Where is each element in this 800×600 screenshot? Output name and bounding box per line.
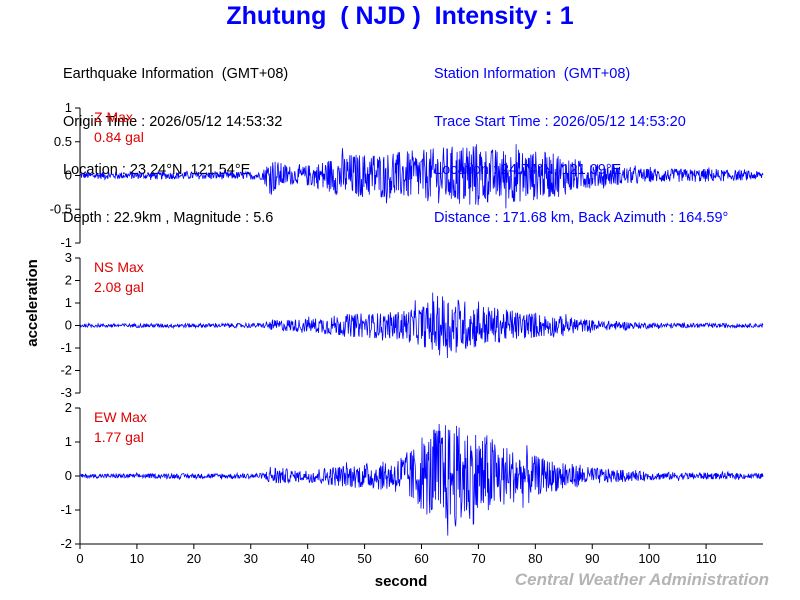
x-tick-label: 90 <box>585 551 599 566</box>
earthquake-info-heading: Earthquake Information (GMT+08) <box>63 66 289 82</box>
y-tick-label: 0 <box>65 468 72 483</box>
x-tick-label: 0 <box>76 551 83 566</box>
station-info-heading: Station Information (GMT+08) <box>434 66 631 82</box>
y-tick-label: 0 <box>65 168 72 183</box>
y-tick-label: 3 <box>65 250 72 265</box>
x-tick-label: 30 <box>244 551 258 566</box>
y-tick-label: 2 <box>65 273 72 288</box>
x-tick-label: 70 <box>471 551 485 566</box>
x-tick-label: 50 <box>357 551 371 566</box>
earthquake-location: Location : 23.24°N, 121.54°E <box>63 162 251 178</box>
x-tick-label: 10 <box>130 551 144 566</box>
x-tick-label: 40 <box>300 551 314 566</box>
waveform-ns <box>79 292 764 359</box>
y-tick-label: -2 <box>60 536 72 551</box>
y-tick-label: -0.5 <box>50 201 72 216</box>
y-tick-label: -1 <box>60 502 72 517</box>
waveform-z <box>79 144 764 209</box>
x-tick-label: 60 <box>414 551 428 566</box>
x-tick-label: 80 <box>528 551 542 566</box>
x-tick-label: 100 <box>638 551 660 566</box>
y-tick-label: 1 <box>65 100 72 115</box>
credit-text: Central Weather Administration <box>514 570 769 589</box>
y-tick-label: 0 <box>65 318 72 333</box>
x-tick-label: 20 <box>187 551 201 566</box>
max-value-ew: 1.77 gal <box>94 429 144 445</box>
y-tick-label: -1 <box>60 340 72 355</box>
y-tick-label: 0.5 <box>54 134 72 149</box>
max-label-z: Z Max <box>94 109 133 125</box>
waveform-ew <box>79 423 764 536</box>
y-tick-label: 2 <box>65 400 72 415</box>
y-axis-label: acceleration <box>24 259 41 347</box>
x-axis-label: second <box>375 573 428 590</box>
y-tick-label: -3 <box>60 385 72 400</box>
max-label-ns: NS Max <box>94 259 144 275</box>
earthquake-info: Earthquake Information (GMT+08) Origin T… <box>63 34 288 242</box>
page-title: Zhutung ( NJD ) Intensity : 1 <box>226 2 574 30</box>
y-tick-label: 1 <box>65 295 72 310</box>
y-tick-label: 1 <box>65 434 72 449</box>
trace-start-time: Trace Start Time : 2026/05/12 14:53:20 <box>434 114 686 130</box>
depth-magnitude: Depth : 22.9km , Magnitude : 5.6 <box>63 210 274 226</box>
distance-azimuth: Distance : 171.68 km, Back Azimuth : 164… <box>434 210 729 226</box>
origin-time: Origin Time : 2026/05/12 14:53:32 <box>63 114 283 130</box>
max-value-z: 0.84 gal <box>94 129 144 145</box>
y-tick-label: -1 <box>60 235 72 250</box>
max-label-ew: EW Max <box>94 409 147 425</box>
x-tick-label: 110 <box>696 551 717 566</box>
max-value-ns: 2.08 gal <box>94 279 144 295</box>
y-tick-label: -2 <box>60 363 72 378</box>
